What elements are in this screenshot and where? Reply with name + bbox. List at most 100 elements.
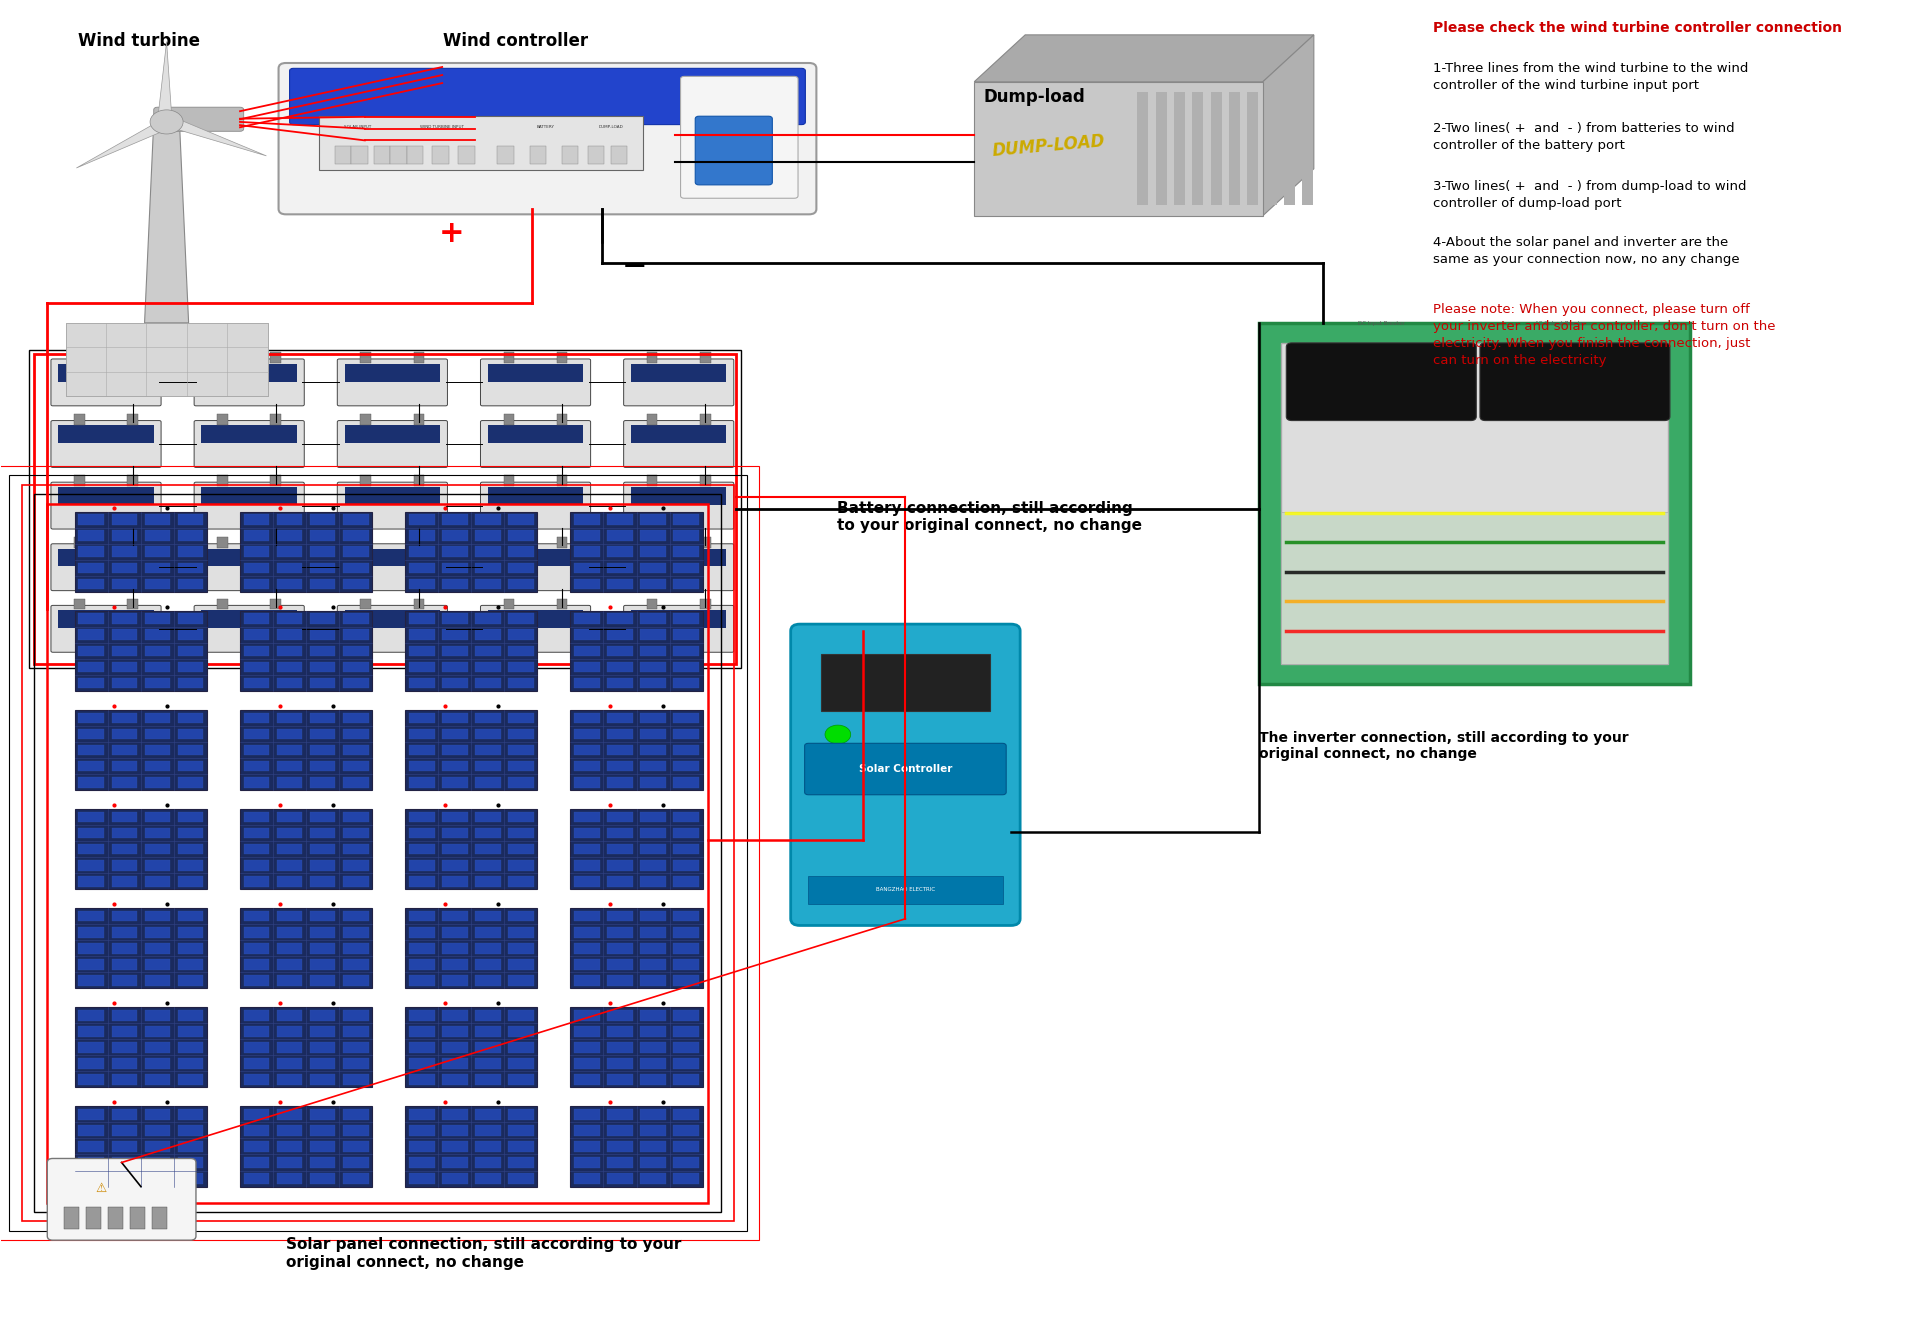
Bar xyxy=(346,425,440,443)
Bar xyxy=(639,713,666,723)
Bar xyxy=(607,777,634,788)
Bar xyxy=(240,1006,372,1087)
Bar xyxy=(179,662,204,672)
Bar xyxy=(474,514,501,525)
Bar xyxy=(276,1157,303,1168)
Bar xyxy=(361,537,371,548)
FancyBboxPatch shape xyxy=(338,358,447,405)
Bar xyxy=(474,578,501,589)
Bar xyxy=(474,562,501,573)
Bar xyxy=(674,745,699,756)
Bar xyxy=(79,1125,104,1135)
Polygon shape xyxy=(973,35,1313,82)
Bar xyxy=(442,860,468,871)
Bar xyxy=(58,425,154,443)
Bar xyxy=(509,562,534,573)
Bar xyxy=(509,745,534,756)
Bar xyxy=(639,761,666,772)
Bar xyxy=(344,927,369,938)
Bar xyxy=(79,1141,104,1151)
Bar xyxy=(574,629,599,640)
Bar xyxy=(344,546,369,557)
Bar xyxy=(973,82,1263,216)
FancyBboxPatch shape xyxy=(52,358,161,405)
Polygon shape xyxy=(144,122,188,323)
Bar xyxy=(244,1141,269,1151)
Bar xyxy=(442,745,468,756)
Bar xyxy=(75,599,84,609)
Bar xyxy=(574,1108,599,1119)
Bar xyxy=(607,860,634,871)
Bar xyxy=(409,629,434,640)
Bar xyxy=(309,1157,336,1168)
Bar xyxy=(442,646,468,656)
Bar xyxy=(127,537,138,548)
Bar xyxy=(244,629,269,640)
Bar xyxy=(144,629,171,640)
Bar xyxy=(509,812,534,823)
Bar xyxy=(111,546,136,557)
Bar xyxy=(632,425,726,443)
Bar xyxy=(509,761,534,772)
Bar xyxy=(144,1125,171,1135)
Bar xyxy=(346,487,440,505)
Bar xyxy=(276,1173,303,1184)
Text: Battery connection, still according
to your original connect, no change: Battery connection, still according to y… xyxy=(837,501,1142,533)
Bar xyxy=(309,960,336,970)
Bar xyxy=(639,678,666,688)
Bar xyxy=(111,1173,136,1184)
Bar xyxy=(607,613,634,624)
Bar xyxy=(509,1009,534,1020)
Bar xyxy=(407,145,422,164)
Bar xyxy=(509,646,534,656)
FancyBboxPatch shape xyxy=(624,482,733,529)
Bar xyxy=(244,761,269,772)
Bar xyxy=(409,562,434,573)
Bar xyxy=(276,761,303,772)
Bar xyxy=(574,613,599,624)
Bar xyxy=(309,629,336,640)
Bar xyxy=(111,761,136,772)
Bar xyxy=(674,1009,699,1020)
Bar xyxy=(86,1208,102,1229)
Bar xyxy=(111,1108,136,1119)
Bar xyxy=(413,413,424,424)
Bar xyxy=(144,546,171,557)
FancyBboxPatch shape xyxy=(278,63,816,215)
Bar xyxy=(351,145,367,164)
Bar xyxy=(607,1057,634,1068)
Bar xyxy=(361,352,371,362)
Bar xyxy=(79,777,104,788)
FancyBboxPatch shape xyxy=(290,68,804,125)
Bar xyxy=(442,1108,468,1119)
Bar xyxy=(276,546,303,557)
Bar xyxy=(344,1074,369,1084)
Bar xyxy=(442,844,468,855)
Bar xyxy=(674,1173,699,1184)
Bar xyxy=(647,352,657,362)
Bar xyxy=(111,1157,136,1168)
Bar xyxy=(530,145,545,164)
Bar xyxy=(509,943,534,954)
Bar xyxy=(409,960,434,970)
Bar xyxy=(240,511,372,592)
Bar xyxy=(442,1025,468,1036)
Bar xyxy=(632,487,726,505)
Bar xyxy=(240,1106,372,1186)
Bar xyxy=(409,1041,434,1052)
Bar xyxy=(276,578,303,589)
FancyBboxPatch shape xyxy=(338,420,447,467)
Bar xyxy=(217,352,228,362)
Bar xyxy=(65,323,267,396)
Bar xyxy=(144,976,171,986)
Bar xyxy=(111,943,136,954)
Bar xyxy=(474,777,501,788)
Bar xyxy=(639,976,666,986)
Bar xyxy=(574,546,599,557)
FancyBboxPatch shape xyxy=(52,544,161,590)
FancyBboxPatch shape xyxy=(194,544,303,590)
Bar xyxy=(111,1125,136,1135)
FancyBboxPatch shape xyxy=(480,358,591,405)
Bar xyxy=(1281,513,1668,664)
FancyBboxPatch shape xyxy=(680,76,799,199)
